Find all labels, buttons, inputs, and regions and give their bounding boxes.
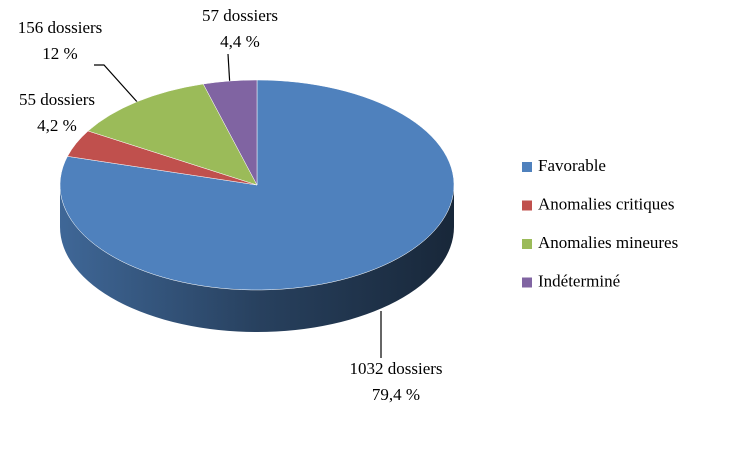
data-label-count: 1032 dossiers bbox=[349, 359, 442, 378]
pie-side bbox=[60, 185, 454, 332]
legend-swatch bbox=[522, 162, 532, 172]
data-label-percent: 4,4 % bbox=[220, 32, 260, 51]
legend-swatch bbox=[522, 200, 532, 211]
legend-label: Anomalies critiques bbox=[538, 194, 674, 213]
leader-line bbox=[94, 64, 149, 115]
data-label-count: 57 dossiers bbox=[202, 6, 278, 25]
data-label-percent: 79,4 % bbox=[372, 385, 420, 404]
legend-label: Anomalies mineures bbox=[538, 233, 678, 252]
data-label-percent: 12 % bbox=[42, 44, 77, 63]
pie-slice bbox=[202, 79, 258, 186]
legend-label: Favorable bbox=[538, 156, 606, 175]
data-label-count: 156 dossiers bbox=[18, 18, 103, 37]
legend-swatch bbox=[522, 239, 532, 249]
legend-label: Indéterminé bbox=[538, 271, 620, 290]
data-label-count: 55 dossiers bbox=[19, 90, 95, 109]
legend-swatch bbox=[522, 277, 532, 288]
data-label-percent: 4,2 % bbox=[37, 116, 77, 135]
pie-slice bbox=[87, 83, 258, 186]
